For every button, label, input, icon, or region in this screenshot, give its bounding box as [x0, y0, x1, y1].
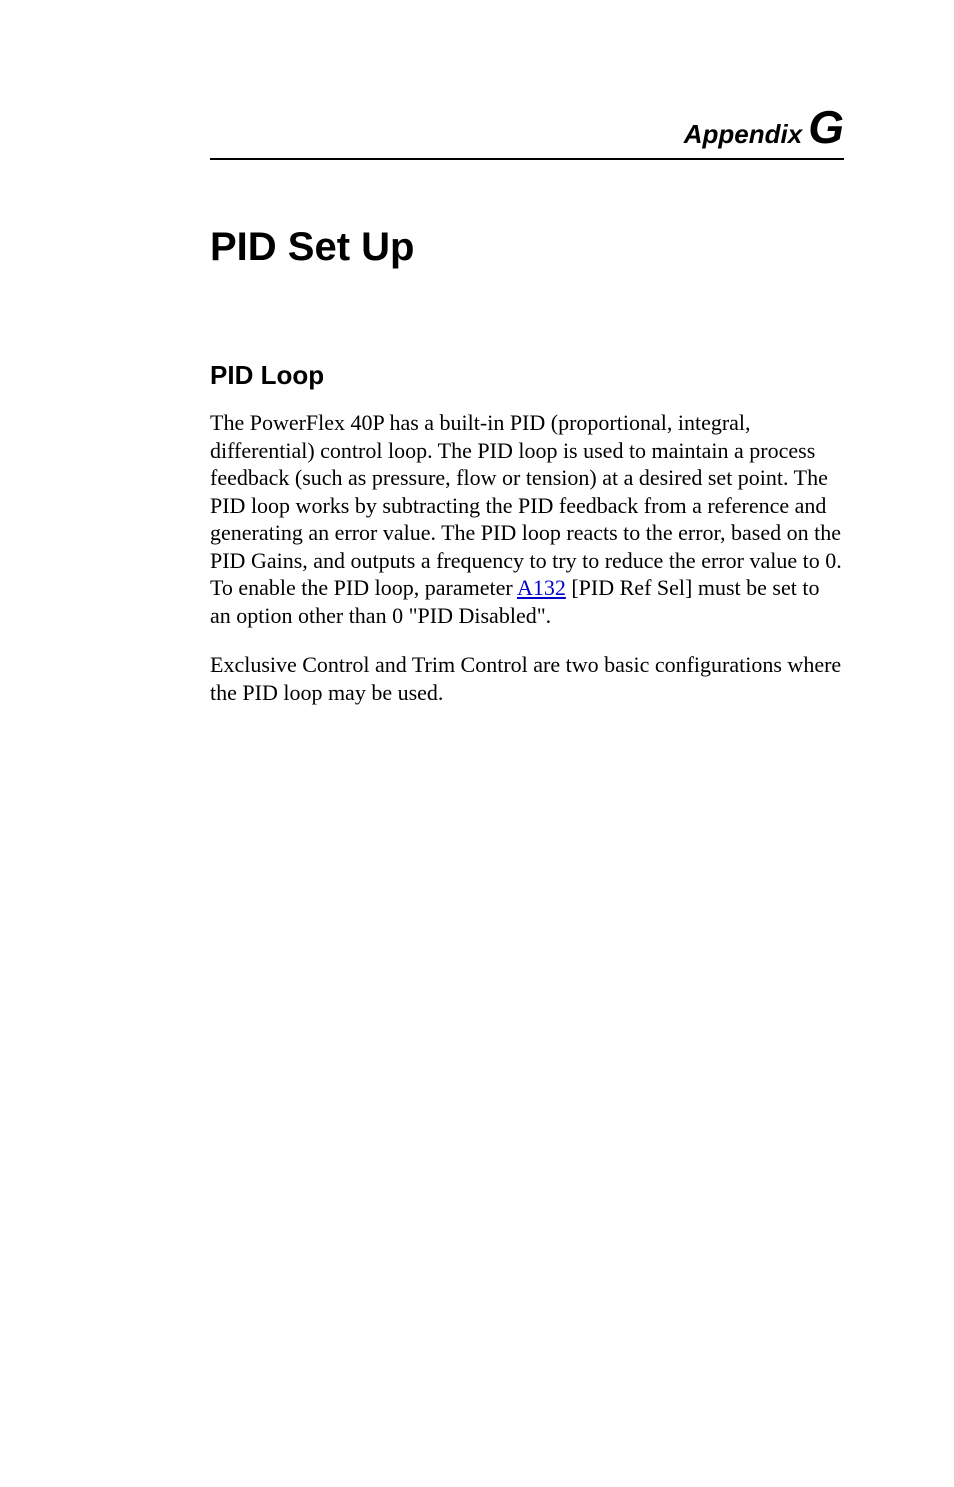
body-paragraph-1: The PowerFlex 40P has a built-in PID (pr… — [210, 409, 844, 629]
appendix-word: Appendix — [684, 119, 802, 150]
page-title: PID Set Up — [210, 225, 844, 270]
parameter-link[interactable]: A132 — [517, 575, 566, 600]
appendix-header: Appendix G — [210, 100, 844, 160]
appendix-letter: G — [808, 100, 844, 154]
section-heading: PID Loop — [210, 360, 844, 391]
body-paragraph-2: Exclusive Control and Trim Control are t… — [210, 651, 844, 706]
paragraph-1-text-a: The PowerFlex 40P has a built-in PID (pr… — [210, 410, 842, 600]
